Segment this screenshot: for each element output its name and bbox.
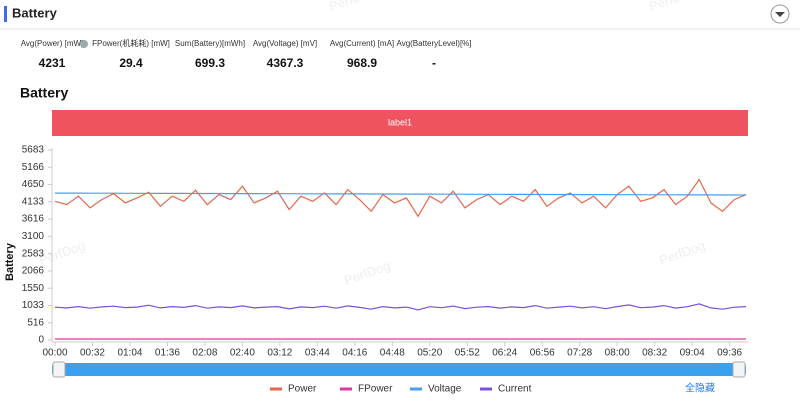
header-title: Battery: [12, 5, 58, 20]
y-tick-label: 1550: [22, 283, 45, 294]
x-tick-label: 00:32: [80, 348, 105, 359]
x-tick-label: 07:28: [567, 348, 592, 359]
watermark: PerfDog: [657, 238, 707, 268]
stat-label: Avg(Power) [mW]: [21, 39, 84, 48]
y-axis-label: Battery: [4, 242, 16, 281]
x-tick-label: 08:00: [605, 348, 630, 359]
collapse-icon: [775, 12, 785, 17]
stat-label: Avg(Voltage) [mV]: [253, 39, 317, 48]
stat-value: -: [432, 56, 436, 70]
stat-value: 699.3: [195, 56, 225, 70]
x-tick-label: 01:36: [155, 348, 180, 359]
y-tick-label: 4133: [22, 196, 45, 207]
x-tick-label: 06:24: [492, 348, 517, 359]
y-tick-label: 5683: [22, 145, 45, 156]
x-tick-label: 02:40: [230, 348, 255, 359]
x-tick-label: 00:00: [42, 348, 67, 359]
series-line: [55, 192, 746, 196]
watermark: PerfDog: [37, 238, 87, 268]
y-tick-label: 3616: [22, 214, 45, 225]
stat-label: Avg(BatteryLevel)[%]: [397, 39, 472, 48]
stat-label: Sum(Battery)[mWh]: [175, 39, 245, 48]
x-tick-label: 09:36: [717, 348, 742, 359]
legend-label[interactable]: Power: [288, 384, 317, 395]
y-tick-label: 2066: [22, 266, 45, 277]
y-tick-label: 0: [38, 335, 44, 346]
label-band: [52, 110, 748, 136]
stat-value: 968.9: [347, 56, 377, 70]
x-tick-label: 01:04: [117, 348, 142, 359]
y-tick-label: 4650: [22, 179, 45, 190]
series-line: [54, 178, 747, 218]
x-tick-label: 05:52: [455, 348, 480, 359]
x-tick-label: 03:44: [305, 348, 330, 359]
stat-value: 29.4: [119, 56, 143, 70]
stat-value: 4231: [39, 56, 66, 70]
x-tick-label: 04:48: [380, 348, 405, 359]
stat-value: 4367.3: [267, 56, 304, 70]
x-tick-label: 02:08: [192, 348, 217, 359]
title-accent: [4, 6, 7, 22]
x-tick-label: 08:32: [642, 348, 667, 359]
y-tick-label: 5166: [22, 162, 45, 173]
y-tick-label: 2583: [22, 248, 45, 259]
x-tick-label: 09:04: [680, 348, 705, 359]
range-slider[interactable]: [52, 363, 746, 376]
help-icon: [80, 40, 88, 48]
x-tick-label: 03:12: [267, 348, 292, 359]
stat-label: FPower(机耗耗) [mW]: [92, 38, 170, 48]
y-tick-label: 516: [27, 317, 44, 328]
y-tick-label: 3100: [22, 231, 45, 242]
watermark: PerfDog: [342, 258, 392, 288]
stat-label: Avg(Current) [mA]: [330, 39, 394, 48]
legend-label[interactable]: Current: [498, 384, 532, 395]
y-tick-label: 1033: [22, 300, 45, 311]
watermark: PerfDog: [647, 0, 697, 14]
slider-handle[interactable]: [52, 361, 66, 378]
legend-label[interactable]: FPower: [358, 384, 393, 395]
watermark: PerfDog: [327, 0, 377, 14]
x-tick-label: 05:20: [417, 348, 442, 359]
series-line: [54, 303, 747, 311]
x-tick-label: 04:16: [342, 348, 367, 359]
slider-handle[interactable]: [732, 361, 746, 378]
band-label: label1: [388, 117, 412, 127]
hide-all-link[interactable]: 全隐藏: [685, 382, 715, 395]
x-tick-label: 06:56: [530, 348, 555, 359]
legend-label[interactable]: Voltage: [428, 384, 462, 395]
chart-title: Battery: [20, 85, 68, 101]
